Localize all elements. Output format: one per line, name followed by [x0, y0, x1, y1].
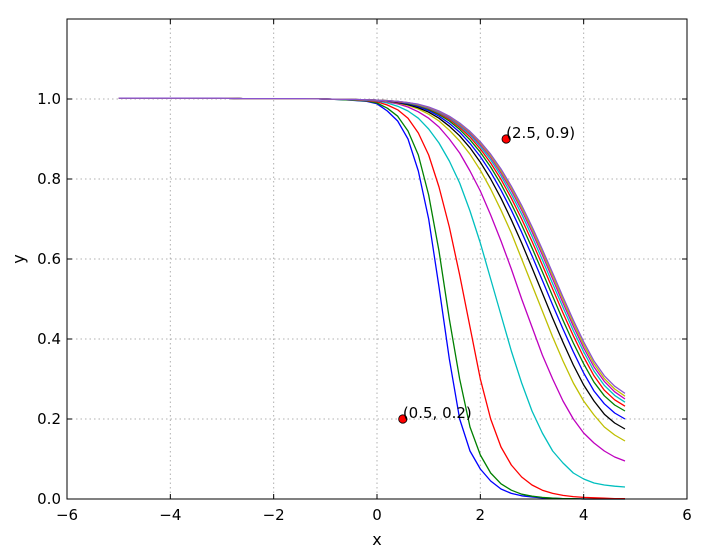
y-tick-label: 0.4: [37, 330, 61, 348]
annotation-marker-2: [398, 414, 408, 424]
annotation-marker-1: [501, 134, 511, 144]
x-tick-label: −2: [263, 506, 285, 524]
y-tick-label: 0.8: [37, 170, 61, 188]
x-tick-label: 0: [372, 506, 382, 524]
y-tick-label: 1.0: [37, 90, 61, 108]
y-axis-label: y: [9, 254, 28, 263]
x-tick-label: 2: [476, 506, 486, 524]
annotation-label-1: (2.5, 0.9): [506, 124, 575, 142]
x-tick-label: 6: [682, 506, 692, 524]
y-tick-label: 0.6: [37, 250, 61, 268]
x-tick-label: −4: [159, 506, 181, 524]
x-tick-label: −6: [56, 506, 78, 524]
x-tick-label: 4: [579, 506, 589, 524]
series-line-14: [118, 97, 626, 394]
tick-layer: −6 −4 −2 0 2 4 6 0.0 0.2 0.4 0.6 0.8 1.0: [37, 19, 692, 524]
y-tick-label: 0.0: [37, 490, 61, 508]
series-layer: [118, 97, 626, 500]
annotation-label-2: (0.5, 0.2): [403, 404, 472, 422]
x-axis-label: x: [372, 530, 381, 549]
marker-layer: (2.5, 0.9) (0.5, 0.2): [398, 124, 575, 424]
y-tick-label: 0.2: [37, 410, 61, 428]
grid-layer: [67, 19, 687, 499]
